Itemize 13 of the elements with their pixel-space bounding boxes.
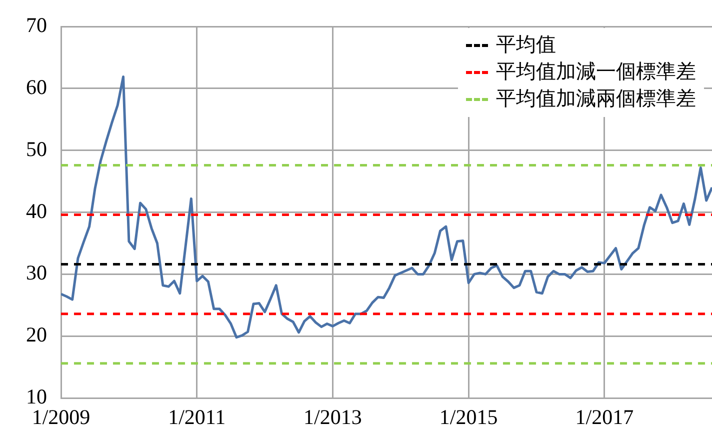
y-tick-label: 70 [26,13,47,38]
y-tick-label: 30 [26,260,47,285]
legend-label: 平均值加減一個標準差 [496,60,696,85]
x-tick-label: 1/2013 [304,405,362,430]
x-tick-label: 1/2017 [575,405,634,430]
x-tick-label: 1/2015 [439,405,498,430]
legend-label: 平均值 [496,33,556,58]
legend-label: 平均值加減兩個標準差 [496,87,696,112]
y-tick-label: 20 [26,322,47,347]
y-tick-label: 40 [26,198,47,223]
y-tick-label: 50 [26,136,47,161]
y-tick-label: 60 [26,75,47,100]
x-tick-label: 1/2011 [168,405,226,430]
